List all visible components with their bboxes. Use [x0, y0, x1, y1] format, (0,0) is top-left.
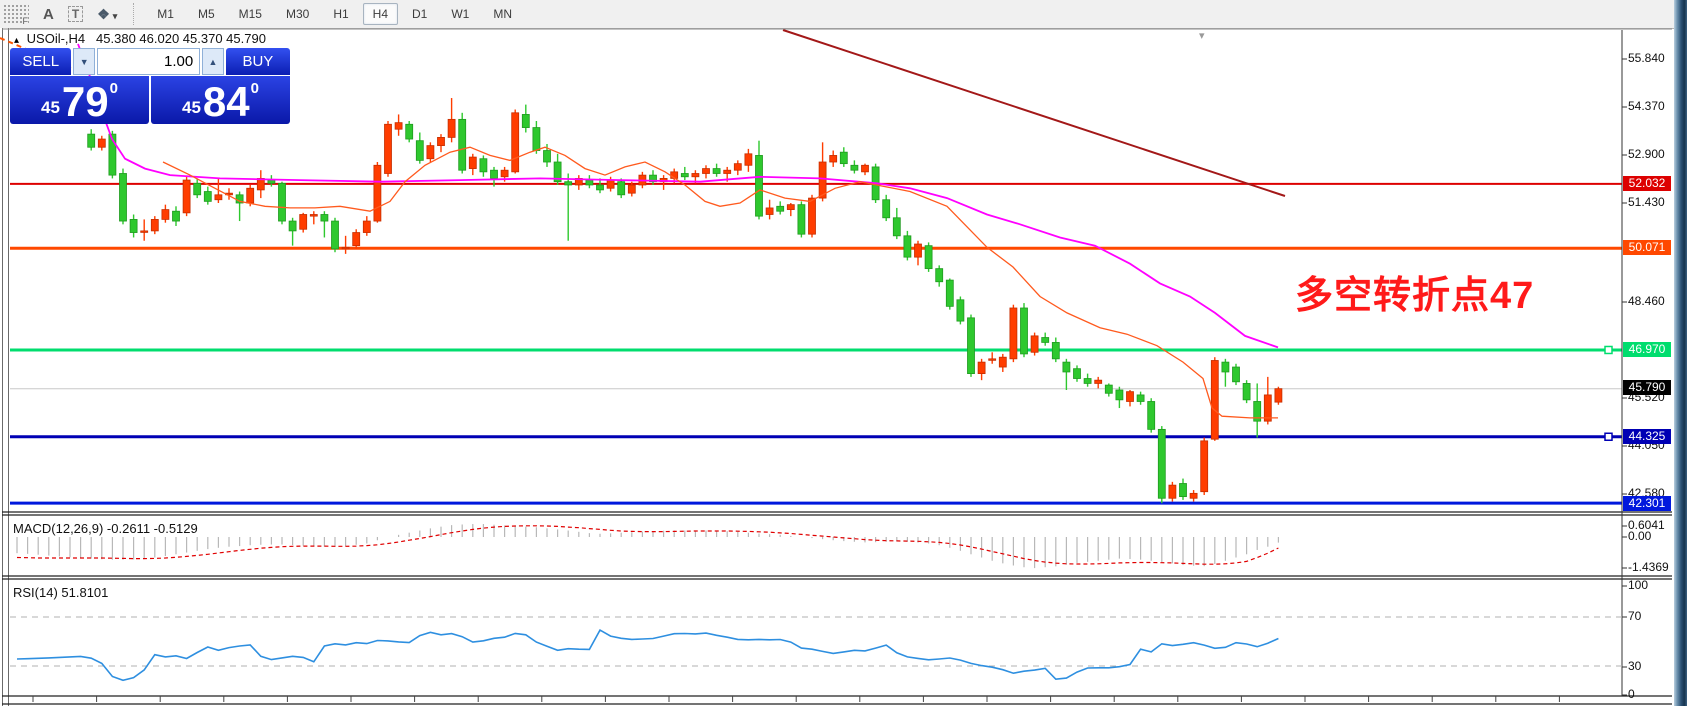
toolbar-grid-f-icon[interactable]: F: [3, 4, 29, 26]
window-right-border: [1674, 0, 1687, 706]
arrange-windows-icon[interactable]: ❖ ▾: [97, 5, 118, 22]
text-tool-icon[interactable]: T: [67, 6, 84, 22]
font-a-icon[interactable]: A: [43, 5, 54, 23]
axis-tick-label: 48.460: [1628, 294, 1665, 308]
symbol-marker-icon: ▴: [14, 35, 20, 46]
axis-tick-label: 55.840: [1628, 51, 1665, 65]
price-level-badge: 52.032: [1623, 176, 1671, 191]
axis-tick-label: 0: [1628, 687, 1635, 701]
buy-button[interactable]: BUY: [225, 48, 290, 75]
timeframe-bar: M1 M5 M15 M30 H1 H4 D1 W1 MN: [145, 3, 524, 25]
price-level-badge: 46.970: [1623, 342, 1671, 357]
price-level-badge: 42.301: [1623, 496, 1671, 511]
price-level-badge: 45.790: [1623, 380, 1671, 395]
tf-button-m5[interactable]: M5: [197, 7, 215, 21]
buy-price-display[interactable]: 45 84 0: [151, 76, 290, 124]
buy-price-whole: 45: [182, 98, 201, 117]
tf-button-m1[interactable]: M1: [157, 7, 174, 21]
volume-input[interactable]: 1.00: [96, 48, 201, 75]
rsi-label: RSI(14) 51.8101: [13, 585, 109, 600]
axis-tick-label: 54.370: [1628, 99, 1665, 113]
buy-price-point: 0: [250, 80, 259, 97]
sell-price-whole: 45: [41, 98, 60, 117]
one-click-trading-panel: SELL ▼ 1.00 ▲ BUY 45 79 0 45 84 0: [10, 48, 290, 124]
price-level-badge: 50.071: [1623, 240, 1671, 255]
ohlc-readout: 45.380 46.020 45.370 45.790: [96, 31, 266, 46]
price-level-badge: 44.325: [1623, 429, 1671, 444]
axis-tick-label: 52.900: [1628, 147, 1665, 161]
macd-label: MACD(12,26,9) -0.2611 -0.5129: [13, 521, 198, 536]
sell-price-display[interactable]: 45 79 0: [10, 76, 149, 124]
tf-button-w1[interactable]: W1: [451, 7, 470, 21]
volume-decrease-button[interactable]: ▼: [73, 48, 95, 75]
volume-increase-button[interactable]: ▲: [202, 48, 224, 75]
chart-annotation-text[interactable]: 多空转折点47: [1295, 275, 1535, 317]
axis-tick-label: 30: [1628, 659, 1642, 673]
buy-price-pips: 84: [202, 78, 250, 125]
toolbar-separator: [133, 3, 135, 25]
chevron-down-icon: ▾: [112, 10, 118, 21]
chart-title: ▴ USOil-,H4 45.380 46.020 45.370 45.790: [14, 31, 266, 46]
axis-tick-label: 0.6041: [1628, 518, 1665, 532]
sell-price-pips: 79: [61, 78, 109, 125]
axis-tick-label: -1.4369: [1628, 560, 1669, 574]
sell-button[interactable]: SELL: [10, 48, 72, 75]
axis-tick-label: 100: [1628, 578, 1649, 592]
tf-button-h1[interactable]: H1: [333, 7, 349, 21]
axis-tick-label: 70: [1628, 609, 1642, 623]
tf-button-m15[interactable]: M15: [238, 7, 262, 21]
chart-shift-marker-icon[interactable]: ▾: [1199, 30, 1205, 42]
symbol-timeframe: USOil-,H4: [26, 31, 86, 46]
axis-tick-label: 51.430: [1628, 195, 1665, 209]
sell-price-point: 0: [109, 80, 118, 97]
tf-button-d1[interactable]: D1: [412, 7, 428, 21]
axis-tick-label: 0.00: [1628, 529, 1652, 543]
tf-button-m30[interactable]: M30: [285, 7, 310, 21]
tf-button-h4[interactable]: H4: [362, 3, 398, 25]
tf-button-mn[interactable]: MN: [493, 7, 513, 21]
window-left-border: [0, 28, 10, 706]
